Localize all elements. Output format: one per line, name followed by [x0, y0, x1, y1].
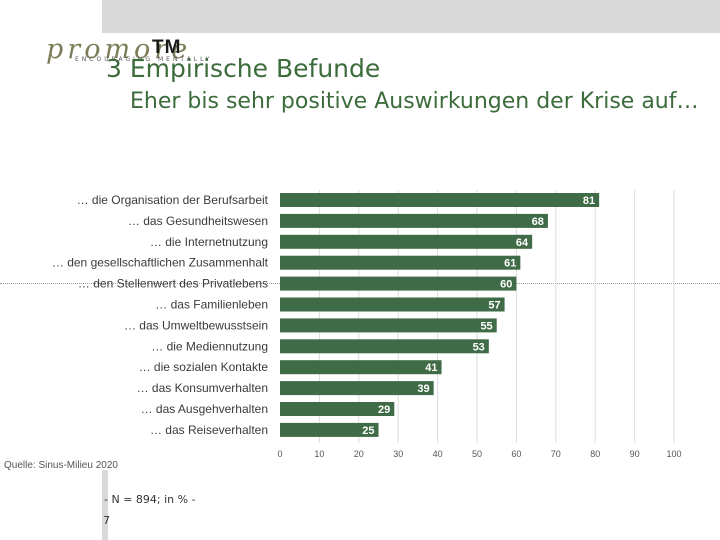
- category-label: … den gesellschaftlichen Zusammenhalt: [52, 256, 269, 270]
- tick-label: 20: [354, 449, 364, 459]
- data-label: 29: [378, 404, 390, 416]
- tick-label: 100: [666, 449, 681, 459]
- category-label: … das Konsumverhalten: [137, 381, 268, 395]
- data-label: 81: [583, 195, 595, 207]
- data-label: 60: [500, 279, 512, 291]
- brand-logo-mark: TM: [152, 37, 182, 58]
- tick-label: 10: [314, 449, 324, 459]
- header-bar: [102, 0, 720, 33]
- bar-chart: … die Organisation der Berufsarbeit 81 … d…: [52, 190, 682, 459]
- tick-label: 90: [630, 449, 640, 459]
- slide-title: 3 Empirische Befunde: [106, 54, 381, 83]
- data-label: 68: [532, 216, 544, 228]
- category-label: … das Umweltbewusstsein: [124, 318, 268, 332]
- tick-label: 30: [393, 449, 403, 459]
- tick-label: 0: [277, 449, 282, 459]
- category-label: … die sozialen Kontakte: [139, 360, 269, 374]
- bar: [280, 297, 505, 312]
- bar: [280, 255, 521, 270]
- data-label: 39: [417, 383, 429, 395]
- tick-label: 70: [551, 449, 561, 459]
- tick-label: 60: [511, 449, 521, 459]
- footer-accent-bar: [102, 470, 108, 540]
- bar: [280, 402, 395, 416]
- bar: [280, 193, 600, 207]
- bar: [280, 234, 533, 249]
- data-label: 53: [473, 341, 485, 353]
- category-label: … die Internetnutzung: [150, 235, 268, 249]
- category-label: … das Reiseverhalten: [150, 423, 268, 437]
- tick-label: 50: [472, 449, 482, 459]
- brand-tagline: ENCOURAGING MENTALLY: [75, 56, 213, 63]
- tick-label: 80: [590, 449, 600, 459]
- data-label: 61: [504, 258, 516, 270]
- page-number: 7: [103, 514, 110, 527]
- slide-subtitle: Eher bis sehr positive Auswirkungen der …: [130, 89, 699, 114]
- data-label: 64: [516, 237, 529, 249]
- data-label: 55: [480, 320, 492, 332]
- brand-logo-word: promore: [46, 34, 192, 65]
- category-label: … das Familienleben: [155, 298, 268, 312]
- category-label: … die Mediennutzung: [151, 339, 268, 353]
- tick-label: 40: [433, 449, 443, 459]
- sample-footnote: - N = 894; in % -: [104, 493, 196, 506]
- data-label: 57: [488, 300, 500, 312]
- data-label: 25: [362, 425, 374, 437]
- chart-source: Quelle: Sinus-Milieu 2020: [4, 460, 118, 471]
- data-label: 41: [425, 362, 437, 374]
- bar: [280, 360, 442, 375]
- bar: [280, 381, 434, 396]
- bar: [280, 339, 489, 354]
- category-label: … den Stellenwert des Privatlebens: [78, 277, 268, 291]
- bar: [280, 276, 517, 291]
- category-label: … das Ausgehverhalten: [141, 402, 268, 416]
- bar: [280, 318, 497, 333]
- category-label: … das Gesundheitswesen: [128, 214, 268, 228]
- category-label: … die Organisation der Berufsarbeit: [77, 193, 269, 207]
- bar: [280, 422, 379, 437]
- bar: [280, 213, 548, 228]
